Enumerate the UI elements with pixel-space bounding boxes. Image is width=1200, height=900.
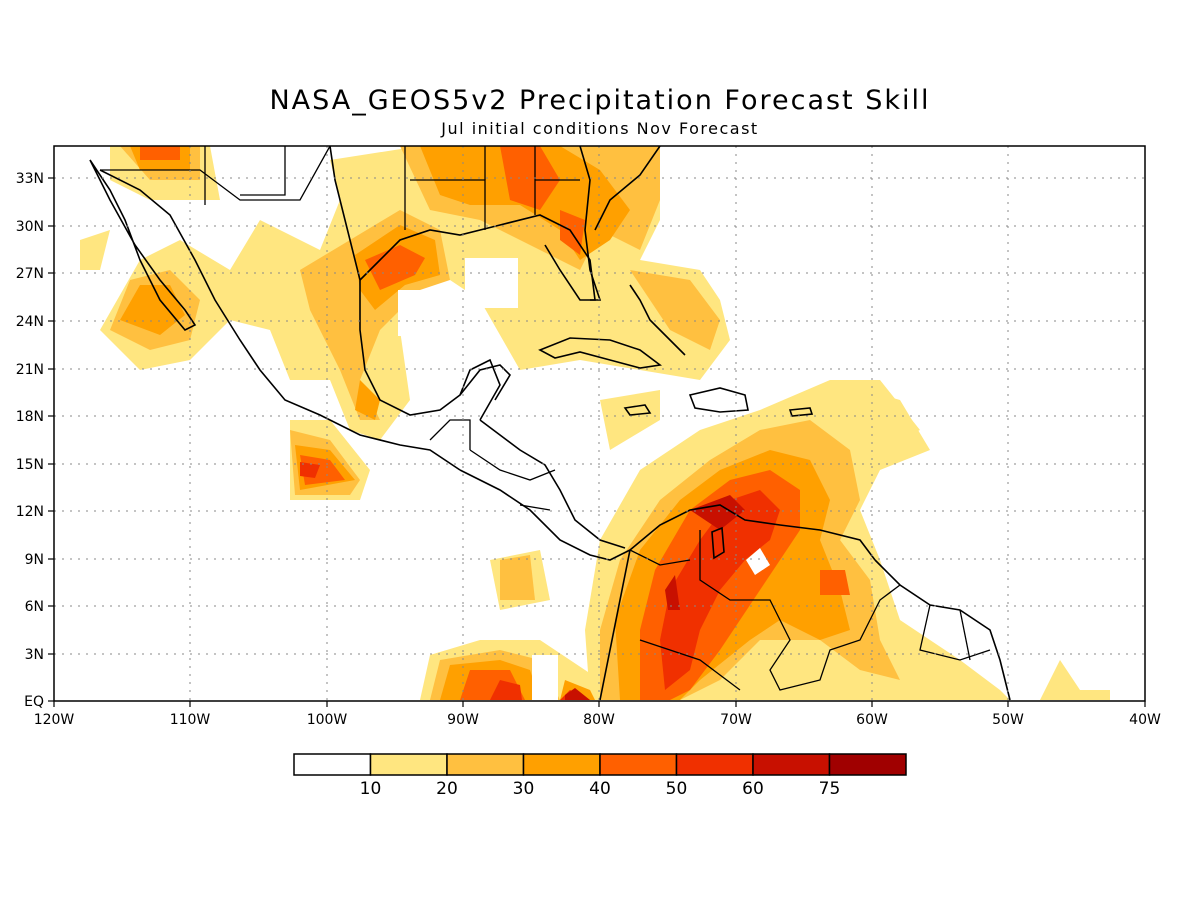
lat-label: 12N bbox=[16, 504, 44, 520]
colorbar-swatch bbox=[293, 753, 372, 776]
colorbar-label: 50 bbox=[666, 779, 688, 799]
skill-field bbox=[80, 146, 1110, 701]
colorbar-swatch bbox=[752, 753, 831, 776]
lat-label: 21N bbox=[16, 362, 44, 378]
colorbar-swatch bbox=[446, 753, 525, 776]
lon-labels: 120W 110W 100W 90W 80W 70W 60W 50W 40W bbox=[34, 712, 1161, 728]
coastlines bbox=[89, 146, 1011, 701]
lon-label: 40W bbox=[1129, 712, 1161, 728]
lon-label: 100W bbox=[307, 712, 348, 728]
colorbar-swatch bbox=[369, 753, 448, 776]
colorbar-label: 30 bbox=[513, 779, 535, 799]
lat-labels: EQ 3N 6N 9N 12N 15N 18N 21N 24N 27N 30N … bbox=[16, 171, 44, 710]
colorbar-swatch bbox=[828, 753, 907, 776]
lat-label: 18N bbox=[16, 409, 44, 425]
colorbar-swatch bbox=[522, 753, 601, 776]
colorbar-label: 20 bbox=[436, 779, 458, 799]
lat-label: 24N bbox=[16, 314, 44, 330]
lat-label: 30N bbox=[16, 219, 44, 235]
map-subtitle: Jul initial conditions Nov Forecast bbox=[441, 119, 759, 138]
lat-label: EQ bbox=[24, 694, 44, 710]
lat-label: 6N bbox=[25, 599, 44, 615]
colorbar-label: 75 bbox=[819, 779, 841, 799]
lon-label: 120W bbox=[34, 712, 75, 728]
lat-label: 27N bbox=[16, 266, 44, 282]
lon-label: 70W bbox=[720, 712, 752, 728]
colorbar-label: 60 bbox=[742, 779, 764, 799]
lon-label: 50W bbox=[992, 712, 1024, 728]
colorbar-label: 40 bbox=[589, 779, 611, 799]
map-title: NASA_GEOS5v2 Precipitation Forecast Skil… bbox=[269, 85, 931, 116]
gridlines bbox=[54, 146, 1145, 701]
borders bbox=[100, 146, 991, 691]
lon-label: 80W bbox=[583, 712, 615, 728]
lon-label: 90W bbox=[447, 712, 479, 728]
colorbar-swatch bbox=[599, 753, 678, 776]
lat-label: 15N bbox=[16, 457, 44, 473]
lat-label: 33N bbox=[16, 171, 44, 187]
lat-label: 3N bbox=[25, 647, 44, 663]
lon-label: 60W bbox=[856, 712, 888, 728]
colorbar-labels: 10 20 30 40 50 60 75 bbox=[360, 779, 841, 799]
lat-label: 9N bbox=[25, 552, 44, 568]
colorbar bbox=[293, 753, 907, 776]
lon-label: 110W bbox=[170, 712, 211, 728]
colorbar-label: 10 bbox=[360, 779, 382, 799]
tick-marks bbox=[48, 177, 1146, 707]
colorbar-swatch bbox=[675, 753, 754, 776]
